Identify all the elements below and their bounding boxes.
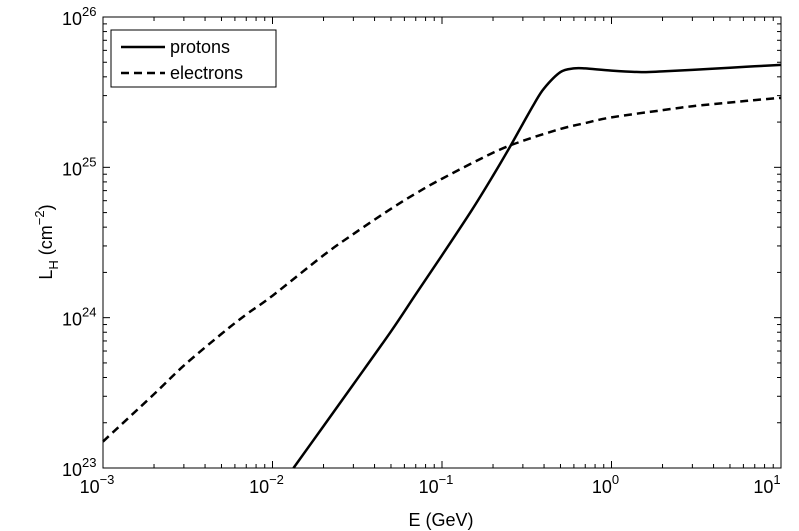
y-axis-label-unit-close: ) <box>36 204 56 210</box>
x-tick-label: 10−3 <box>80 472 115 497</box>
x-tick-label: 100 <box>592 472 619 497</box>
y-axis-label: LH (cm−2) <box>32 204 61 279</box>
series-lines <box>102 63 782 469</box>
y-tick-label: 1025 <box>62 154 97 179</box>
y-axis-label-unit-exp: −2 <box>32 210 47 225</box>
x-tick-label: 101 <box>753 472 780 497</box>
legend: protons electrons <box>110 29 277 88</box>
axis-ticks <box>102 16 782 469</box>
x-tick-label: 10−2 <box>249 472 284 497</box>
y-tick-label: 1023 <box>62 455 97 480</box>
y-axis-label-main: L <box>36 270 56 280</box>
series-line-electrons <box>102 96 782 443</box>
y-tick-label: 1026 <box>62 4 97 29</box>
x-axis-label: E (GeV) <box>408 510 473 530</box>
y-tick-label: 1024 <box>62 305 97 330</box>
plot-area <box>102 16 782 469</box>
legend-box <box>110 29 277 88</box>
y-axis-label-unit: (cm <box>36 225 56 260</box>
series-line-protons <box>292 63 782 469</box>
y-axis-label-sub: H <box>46 260 61 269</box>
legend-label-electrons: electrons <box>170 63 243 83</box>
tick-labels: 10−3 10−2 10−1 100 101 1023 1024 1025 1026 <box>62 4 781 497</box>
x-tick-label: 10−1 <box>419 472 454 497</box>
legend-label-protons: protons <box>170 37 230 57</box>
